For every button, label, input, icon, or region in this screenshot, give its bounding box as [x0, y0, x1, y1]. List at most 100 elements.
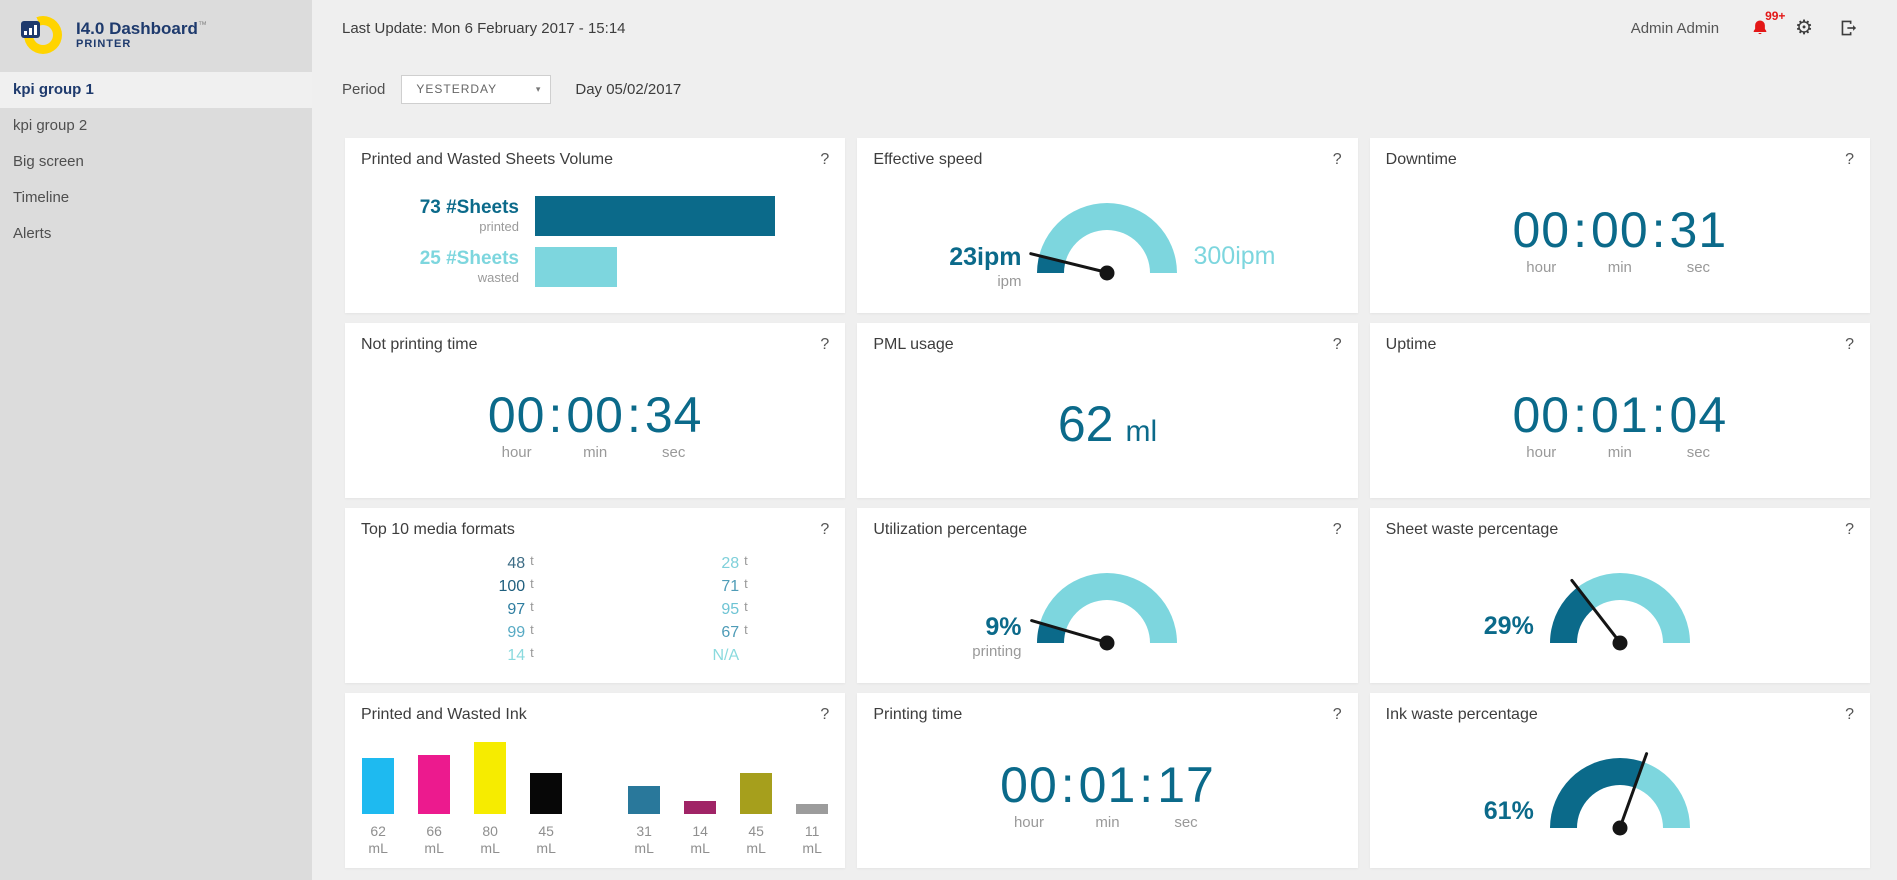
time-display: 00 hour:01 min:04 sec — [1512, 390, 1727, 471]
help-icon[interactable]: ? — [1845, 336, 1854, 353]
card-body-pml-usage: 62 ml — [857, 363, 1357, 498]
bar-label: 66 mL — [424, 823, 443, 858]
list-item: 95 t — [650, 599, 754, 624]
media-column-left: 48 t 100 t 97 t 99 t 14 t — [436, 553, 540, 670]
card-body-effective-speed: 23ipm ipm 300ipm — [857, 178, 1357, 313]
time-value: 00 — [1591, 202, 1649, 258]
ink-bar-column: 31 mL — [627, 785, 661, 858]
list-item: 97 t — [436, 599, 540, 624]
user-name[interactable]: Admin Admin — [1630, 19, 1720, 37]
time-display: 00 hour:00 min:34 sec — [488, 390, 703, 471]
ink-bar-column: 62 mL — [361, 757, 395, 858]
brand-title-text: I4.0 Dashboard — [76, 18, 198, 38]
card-body-top-media-formats: 48 t 100 t 97 t 99 t 14 t 28 t 71 t 95 t 67 t N/A — [345, 548, 845, 683]
notifications-badge: 99+ — [1765, 9, 1786, 23]
bar — [535, 247, 617, 287]
list-item: N/A — [650, 647, 754, 670]
logout-button[interactable] — [1839, 19, 1859, 37]
bar-value: 31 — [636, 822, 652, 839]
time-colon: : — [1573, 387, 1589, 443]
list-item: 48 t — [436, 553, 540, 578]
time-unit-label: hour — [1526, 444, 1557, 461]
help-icon[interactable]: ? — [820, 706, 830, 723]
card-printing-time: Printing time ? 00 hour:01 min:17 sec — [857, 693, 1358, 868]
gear-icon: ⚙ — [1795, 17, 1813, 39]
gauge-sub-label: printing — [972, 642, 1022, 660]
gauge-value: 29% — [1483, 611, 1534, 640]
help-icon[interactable]: ? — [820, 336, 830, 353]
bar-label: 73 #Sheets printed — [361, 197, 519, 234]
gauge-pivot — [1099, 635, 1115, 650]
time-colon: : — [1651, 202, 1667, 258]
card-sheets-volume: Printed and Wasted Sheets Volume ? 73 #S… — [345, 138, 846, 313]
media-column-right: 28 t 71 t 95 t 67 t N/A — [650, 553, 754, 670]
time-value: 17 — [1157, 757, 1215, 813]
help-icon[interactable]: ? — [1332, 706, 1342, 723]
day-label: Day 05/02/2017 — [575, 80, 682, 98]
metric-unit: ml — [1125, 414, 1158, 448]
time-unit-label: min — [1607, 444, 1632, 461]
time-unit-label: hour — [1526, 259, 1557, 276]
sheet-bar-chart: 73 #Sheets printed 25 #Sheets wasted — [345, 185, 845, 306]
sidebar-item-kpi-group-2[interactable]: kpi group 2 — [13, 117, 88, 134]
bar-unit: mL — [368, 840, 388, 856]
time-unit-label: sec — [1686, 444, 1711, 461]
help-icon[interactable]: ? — [1332, 521, 1342, 538]
metric-value: 62 — [1057, 395, 1114, 452]
time-value: 31 — [1669, 202, 1728, 258]
bar-sub-label: wasted — [477, 269, 519, 285]
card-title: Downtime — [1385, 151, 1457, 168]
bar — [740, 772, 773, 814]
media-formats-list: 48 t 100 t 97 t 99 t 14 t 28 t 71 t 95 t 67 t N/A — [436, 553, 754, 676]
media-value: 95 — [721, 601, 740, 618]
time-unit-label: hour — [501, 444, 532, 461]
gauge-value-label: 61% — [1422, 797, 1534, 826]
card-pml-usage: PML usage ? 62 ml — [857, 323, 1358, 498]
media-value: 71 — [721, 578, 740, 595]
help-icon[interactable]: ? — [1332, 336, 1342, 353]
card-title: Not printing time — [361, 336, 478, 353]
help-icon[interactable]: ? — [820, 151, 830, 168]
card-header: Printing time ? — [857, 693, 1357, 733]
gauge-arc — [1549, 572, 1690, 683]
media-unit: t — [530, 576, 534, 591]
sidebar-item-timeline[interactable]: Timeline — [13, 189, 70, 206]
help-icon[interactable]: ? — [1332, 151, 1342, 168]
bar-unit: mL — [424, 840, 444, 856]
bar-value: 80 — [482, 822, 498, 839]
bar-value: 25 #Sheets — [419, 248, 519, 270]
bar-unit: mL — [802, 840, 822, 856]
help-icon[interactable]: ? — [1845, 521, 1854, 538]
card-not-printing-time: Not printing time ? 00 hour:00 min:34 sec — [345, 323, 846, 498]
notifications-button[interactable]: 99+ — [1751, 9, 1785, 38]
settings-button[interactable]: ⚙ — [1795, 18, 1813, 38]
card-title: Sheet waste percentage — [1385, 521, 1559, 538]
gauge-pivot — [1099, 265, 1115, 280]
ink-bar-column: 66 mL — [417, 754, 451, 858]
sidebar: I4.0 Dashboard™ PRINTER kpi group 1 kpi … — [0, 0, 312, 880]
card-header: Uptime ? — [1370, 323, 1870, 363]
gauge: 23ipm ipm 300ipm — [909, 202, 1305, 313]
media-unit: t — [744, 553, 748, 568]
ink-bar-column: 14 mL — [683, 800, 717, 858]
gauge: 9% printing — [909, 572, 1305, 683]
bar-unit: mL — [690, 840, 710, 856]
bar — [535, 196, 775, 236]
sidebar-item-alerts[interactable]: Alerts — [13, 225, 52, 242]
bar-value: 45 — [538, 822, 554, 839]
media-unit: t — [744, 576, 748, 591]
media-unit: t — [530, 645, 534, 660]
period-select[interactable]: YESTERDAY ▾ — [401, 74, 552, 104]
help-icon[interactable]: ? — [820, 521, 830, 538]
time-segment: 00 hour — [1512, 205, 1570, 276]
brand-title: I4.0 Dashboard™ — [76, 18, 207, 39]
sidebar-item-kpi-group-1[interactable]: kpi group 1 — [0, 72, 312, 108]
bar-value: 66 — [426, 822, 442, 839]
help-icon[interactable]: ? — [1845, 151, 1854, 168]
sidebar-item-big-screen[interactable]: Big screen — [13, 153, 84, 170]
time-segment: 34 sec — [645, 390, 703, 461]
time-colon: : — [1651, 387, 1667, 443]
time-unit-label: min — [1095, 814, 1120, 831]
card-body-uptime: 00 hour:01 min:04 sec — [1370, 363, 1870, 498]
help-icon[interactable]: ? — [1845, 706, 1854, 723]
